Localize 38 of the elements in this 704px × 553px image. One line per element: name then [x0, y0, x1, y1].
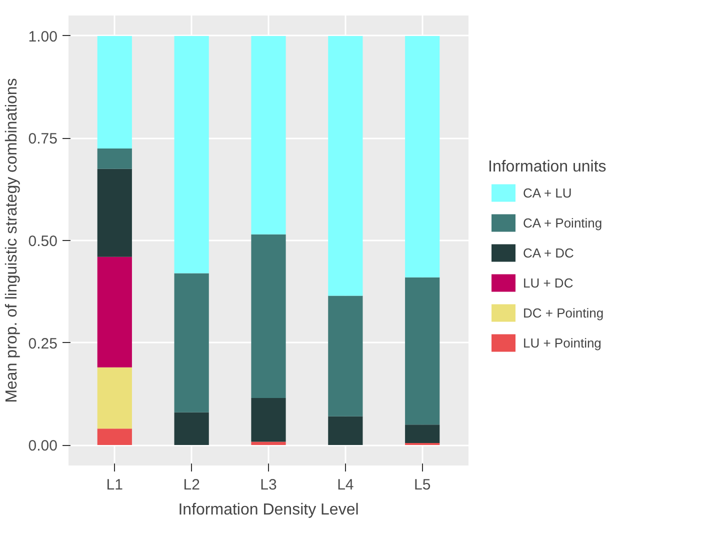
- y-tick-label: 0.25: [28, 335, 58, 352]
- bar: [174, 273, 209, 412]
- legend-label: DC + Pointing: [523, 305, 604, 320]
- bar: [174, 36, 209, 274]
- bar: [328, 36, 363, 296]
- y-tick-label: 0.00: [28, 438, 58, 455]
- bar: [251, 442, 286, 446]
- bar: [405, 424, 440, 443]
- y-tick-label: 0.75: [28, 130, 58, 148]
- bar: [97, 148, 132, 169]
- bar: [97, 256, 132, 368]
- legend-label: LU + DC: [523, 275, 574, 290]
- bar: [328, 416, 363, 446]
- y-axis-title: Mean prop. of linguistic strategy combinations: [3, 78, 20, 403]
- x-tick-label: L2: [183, 476, 200, 494]
- legend-title: Information units: [488, 158, 606, 176]
- x-tick-label: L5: [414, 476, 431, 494]
- bar: [251, 234, 286, 398]
- legend-label: CA + LU: [523, 185, 572, 200]
- x-axis-title: Information Density Level: [178, 502, 359, 518]
- y-tick-label: 1.00: [28, 28, 58, 46]
- bar: [97, 367, 132, 429]
- bar: [405, 36, 440, 278]
- x-tick-label: L4: [337, 476, 354, 494]
- bar: [251, 36, 286, 234]
- bar: [405, 277, 440, 425]
- bar: [97, 168, 132, 257]
- bar: [328, 296, 363, 416]
- y-tick-label: 0.50: [28, 233, 58, 250]
- legend-label: CA + Pointing: [523, 215, 602, 230]
- bar: [174, 412, 209, 446]
- bar: [251, 398, 286, 442]
- x-tick-label: L3: [260, 476, 277, 494]
- x-tick-label: L1: [106, 476, 123, 494]
- bar: [97, 36, 132, 148]
- bar: [97, 428, 132, 446]
- legend-label: LU + Pointing: [523, 335, 602, 350]
- legend-label: CA + DC: [523, 245, 574, 260]
